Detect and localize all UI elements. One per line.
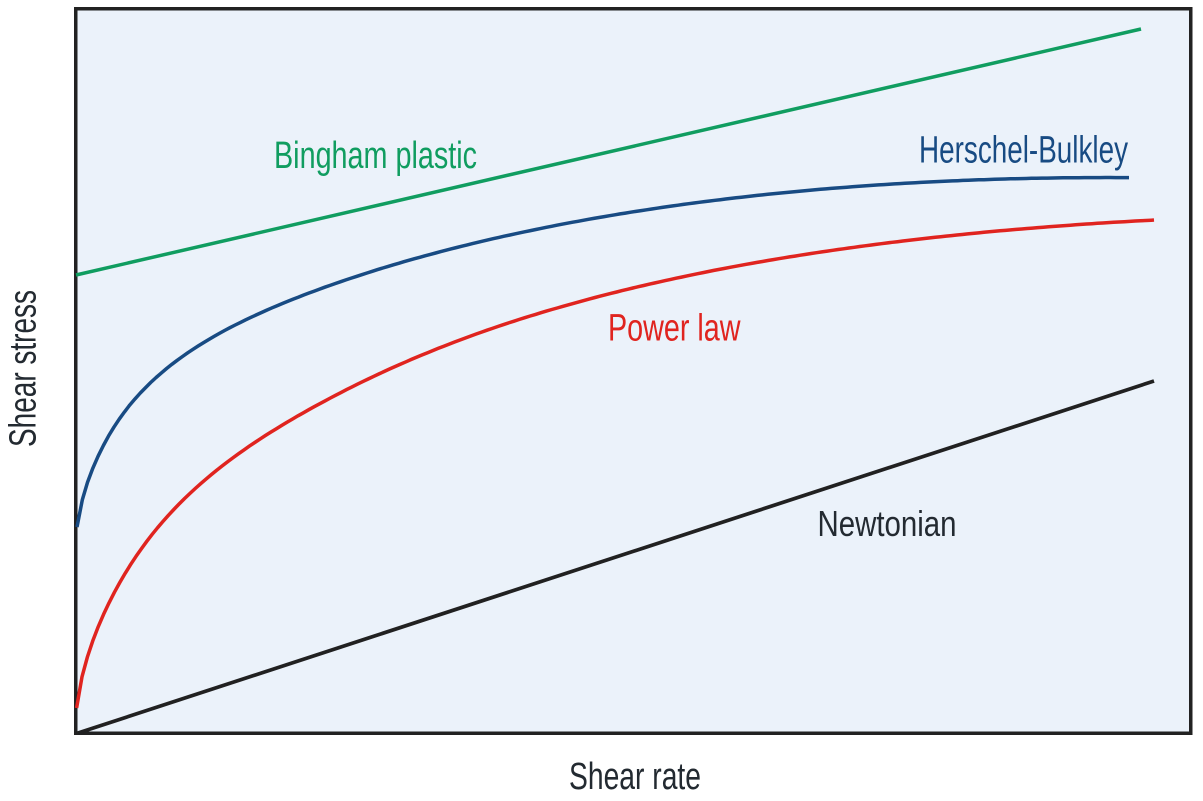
svg-text:Herschel-Bulkley: Herschel-Bulkley [919,130,1128,172]
svg-text:Shear rate: Shear rate [569,756,701,798]
svg-text:Shear stress: Shear stress [3,290,45,447]
svg-text:Power law: Power law [608,308,741,350]
svg-text:Newtonian: Newtonian [818,503,957,544]
svg-text:Bingham plastic: Bingham plastic [274,135,477,177]
